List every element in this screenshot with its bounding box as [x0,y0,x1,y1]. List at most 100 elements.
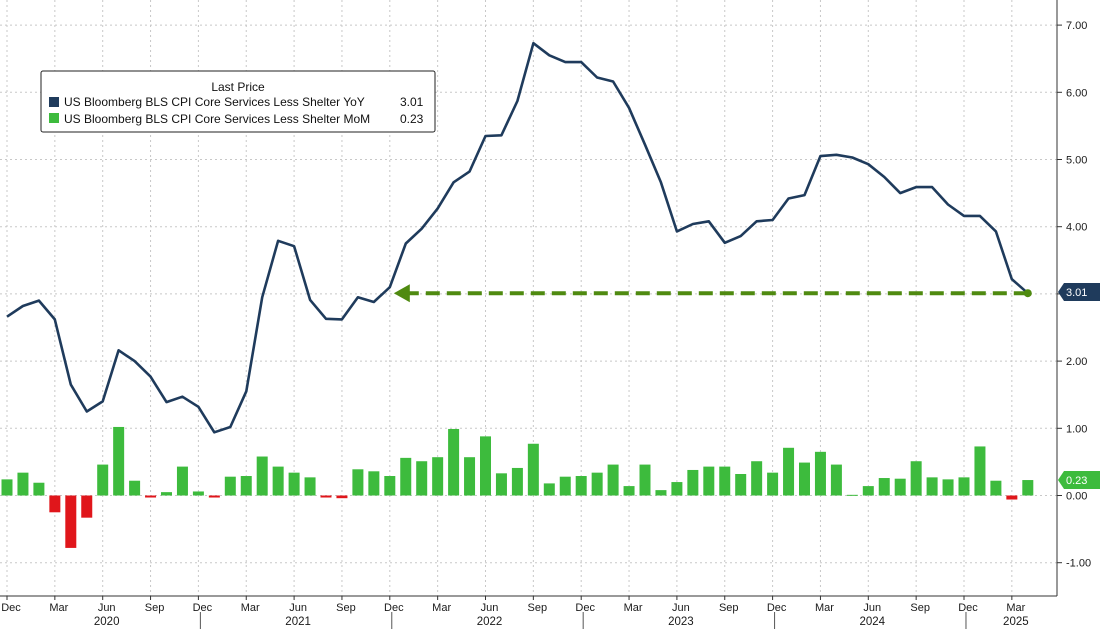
mom-bar [368,471,380,496]
year-label: 2022 [477,616,503,628]
mom-bar [1,479,13,496]
x-tick-label: Jun [672,602,690,614]
x-tick-label: Jun [481,602,499,614]
x-tick-label: Dec [193,602,213,614]
mom-bar [862,486,874,496]
x-tick-label: Jun [863,602,881,614]
mom-bar [1006,495,1018,500]
x-tick-label: Sep [910,602,930,614]
legend-swatch-yoy [49,97,59,107]
mom-bar [113,426,125,496]
mom-bar [655,490,667,496]
mom-bar [926,477,938,496]
year-label: 2025 [1003,616,1029,628]
y-tick-label: 0.00 [1066,491,1087,503]
yoy-line-layer [6,41,1029,434]
legend-title: Last Price [211,80,265,94]
y-tick-label: 7.00 [1066,20,1087,32]
y-tick-label: 1.00 [1066,423,1087,435]
mom-bar [607,464,619,496]
mom-bar [224,476,236,496]
x-tick-label: Sep [336,602,356,614]
mom-bars [1,426,1034,548]
mom-bar [910,461,922,496]
legend-value-yoy: 3.01 [400,95,424,109]
x-tick-label: Mar [49,602,68,614]
mom-bar [671,482,683,496]
mom-bar [49,495,61,513]
mom-bar [894,478,906,496]
x-tick-label: Sep [719,602,739,614]
x-tick-label: Mar [432,602,451,614]
mom-bar [974,446,986,496]
year-label: 2021 [285,616,311,628]
x-tick-label: Dec [1,602,21,614]
x-tick-label: Sep [145,602,165,614]
mom-bar [575,476,587,496]
legend-value-mom: 0.23 [400,112,424,126]
arrow-origin-dot [1023,289,1032,298]
year-label: 2024 [860,616,886,628]
x-tick-label: Dec [384,602,404,614]
mom-bar [240,476,252,496]
y-tick-label: 5.00 [1066,155,1087,167]
mom-tag-shape [1058,471,1100,489]
mom-bar [527,443,539,496]
mom-bar [272,466,284,496]
mom-bar [783,447,795,496]
x-tick-label: Mar [1006,602,1025,614]
yoy-tag-text: 3.01 [1066,287,1087,299]
mom-bar [432,457,444,496]
y-tick-label: 6.00 [1066,87,1087,99]
mom-bar [735,473,747,496]
mom-bar [288,472,300,496]
yoy-tag-shape [1058,283,1100,301]
mom-last-value-tag: 0.23 [1058,471,1100,489]
mom-bar [129,480,141,496]
mom-bar [65,495,77,548]
mom-bar [639,464,651,496]
mom-bar [161,492,172,496]
legend-box [40,70,436,133]
mom-bar [320,495,332,498]
mom-bar [751,461,763,496]
x-tick-label: Sep [528,602,548,614]
x-tick-label: Dec [767,602,787,614]
mom-bar [559,476,571,496]
legend: Last Price US Bloomberg BLS CPI Core Ser… [40,70,436,133]
mom-bar [814,451,826,496]
mom-bar [384,476,396,496]
mom-bar [799,462,810,496]
mom-bar [623,486,635,496]
x-tick-label: Dec [575,602,595,614]
x-tick-label: Jun [289,602,307,614]
mom-bar [942,479,954,496]
mom-bar [543,483,555,496]
mom-bar [846,494,858,496]
dashed-arrow-annotation [393,284,1032,303]
mom-bar [256,456,268,496]
x-tick-label: Mar [624,602,643,614]
mom-bar [97,464,109,496]
legend-label-mom: US Bloomberg BLS CPI Core Services Less … [64,112,370,126]
y-tick-label: -1.00 [1066,558,1091,570]
mom-bar [990,480,1002,496]
x-tick-label: Dec [958,602,978,614]
mom-bar [208,495,220,498]
mom-bar [830,464,842,496]
mom-bar [416,461,428,496]
mom-bar [448,428,460,496]
mom-bar [878,478,890,496]
mom-bar [81,495,93,518]
mom-bar [495,473,507,496]
mom-bar [352,469,364,496]
mom-bar [464,457,476,496]
yoy-last-value-tag: 3.01 [1058,283,1100,301]
mom-bar [958,477,970,496]
mom-bar [304,477,316,496]
mom-bar [719,466,731,496]
x-tick-label: Mar [815,602,834,614]
mom-bar [703,466,715,496]
